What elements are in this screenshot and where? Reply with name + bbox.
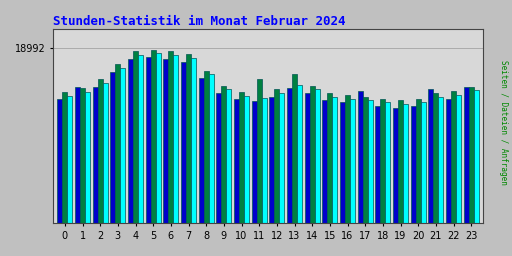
Bar bbox=[209, 74, 214, 223]
Bar bbox=[111, 72, 115, 223]
Bar bbox=[75, 87, 80, 223]
Bar bbox=[350, 99, 355, 223]
Bar bbox=[239, 92, 244, 223]
Text: Seiten / Dateien / Anfragen: Seiten / Dateien / Anfragen bbox=[499, 60, 508, 185]
Bar bbox=[244, 96, 249, 223]
Bar bbox=[292, 73, 297, 223]
Bar bbox=[57, 99, 62, 223]
Bar bbox=[358, 91, 362, 223]
Bar bbox=[332, 97, 337, 223]
Bar bbox=[133, 51, 138, 223]
Bar bbox=[456, 95, 461, 223]
Bar bbox=[416, 99, 421, 223]
Bar bbox=[234, 99, 239, 223]
Bar bbox=[274, 89, 280, 223]
Bar bbox=[120, 68, 125, 223]
Bar bbox=[62, 92, 68, 223]
Bar bbox=[146, 57, 151, 223]
Bar bbox=[451, 91, 456, 223]
Bar bbox=[85, 92, 90, 223]
Bar bbox=[386, 102, 390, 223]
Bar bbox=[393, 108, 398, 223]
Bar bbox=[262, 98, 267, 223]
Bar bbox=[368, 100, 373, 223]
Bar bbox=[433, 93, 438, 223]
Bar bbox=[340, 102, 345, 223]
Text: Stunden-Statistik im Monat Februar 2024: Stunden-Statistik im Monat Februar 2024 bbox=[53, 15, 346, 28]
Bar bbox=[362, 97, 368, 223]
Bar bbox=[269, 97, 274, 223]
Bar bbox=[464, 87, 468, 223]
Bar bbox=[474, 90, 479, 223]
Bar bbox=[163, 59, 168, 223]
Bar bbox=[297, 85, 302, 223]
Bar bbox=[327, 93, 332, 223]
Bar bbox=[226, 89, 231, 223]
Bar bbox=[468, 87, 474, 223]
Bar bbox=[128, 59, 133, 223]
Bar bbox=[252, 101, 257, 223]
Bar bbox=[186, 54, 191, 223]
Bar bbox=[168, 51, 174, 223]
Bar bbox=[151, 49, 156, 223]
Bar bbox=[199, 78, 204, 223]
Bar bbox=[438, 97, 443, 223]
Bar bbox=[323, 100, 327, 223]
Bar bbox=[257, 79, 262, 223]
Bar bbox=[98, 79, 103, 223]
Bar bbox=[429, 89, 433, 223]
Bar bbox=[138, 55, 143, 223]
Bar bbox=[80, 88, 85, 223]
Bar bbox=[305, 93, 310, 223]
Bar bbox=[310, 86, 315, 223]
Bar bbox=[217, 93, 221, 223]
Bar bbox=[421, 102, 425, 223]
Bar bbox=[181, 61, 186, 223]
Bar bbox=[380, 99, 386, 223]
Bar bbox=[191, 58, 196, 223]
Bar bbox=[68, 96, 72, 223]
Bar bbox=[204, 71, 209, 223]
Bar bbox=[398, 100, 403, 223]
Bar bbox=[93, 87, 98, 223]
Bar bbox=[411, 106, 416, 223]
Bar bbox=[156, 53, 161, 223]
Bar bbox=[315, 89, 319, 223]
Bar bbox=[287, 88, 292, 223]
Bar bbox=[446, 99, 451, 223]
Bar bbox=[174, 55, 178, 223]
Bar bbox=[345, 95, 350, 223]
Bar bbox=[103, 83, 108, 223]
Bar bbox=[280, 93, 284, 223]
Bar bbox=[375, 106, 380, 223]
Bar bbox=[403, 104, 408, 223]
Bar bbox=[115, 64, 120, 223]
Bar bbox=[221, 86, 226, 223]
